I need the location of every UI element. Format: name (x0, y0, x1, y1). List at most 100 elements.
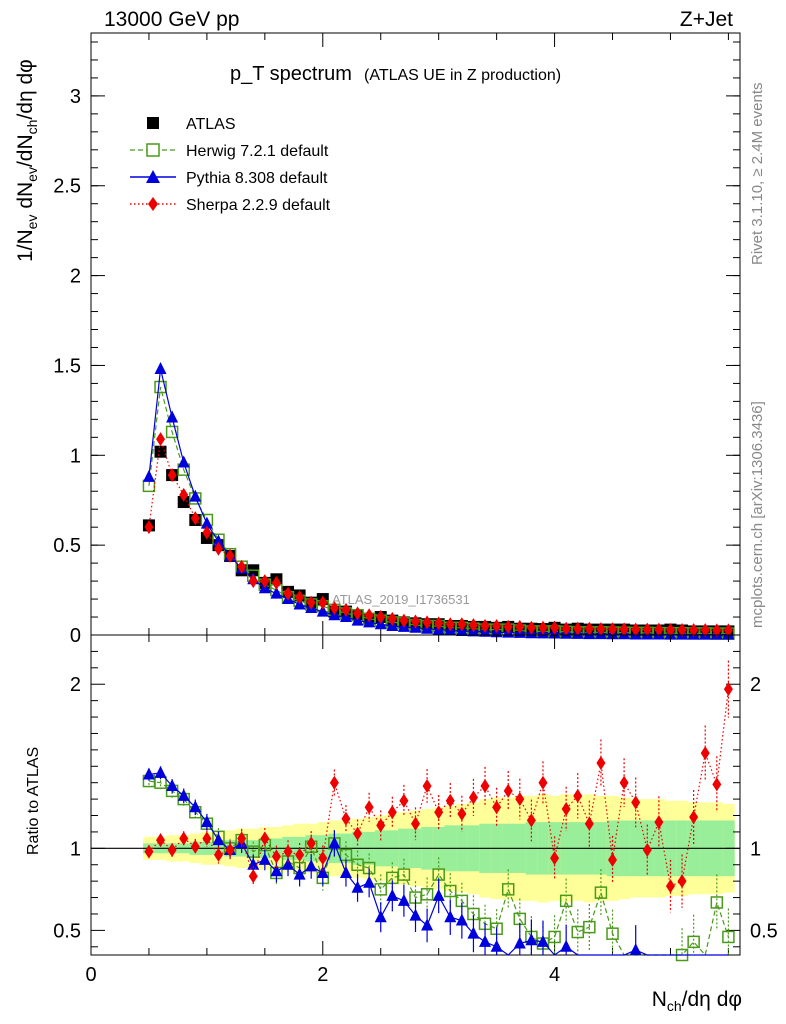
sherpa-point (677, 622, 687, 637)
sherpa-ratio-point (167, 842, 177, 857)
pythia-point (177, 455, 190, 468)
x-tick-label: 2 (317, 964, 328, 986)
sherpa-ratio-point (515, 792, 525, 807)
sherpa-ratio-point (480, 778, 490, 793)
sherpa-point (318, 595, 328, 610)
y-tick-label: 1 (70, 838, 81, 860)
y-tick-label: 2.5 (53, 176, 81, 198)
sherpa-ratio-point (700, 746, 710, 761)
rivet-label: Rivet 3.1.10, ≥ 2.4M events (749, 83, 766, 266)
legend-marker-pythia (146, 170, 160, 183)
pythia-ratio-point (351, 880, 364, 893)
sherpa-point (434, 616, 444, 631)
sherpa-ratio-point (411, 816, 420, 831)
main-y-axis: 0 0.5 1 1.5 2 2.5 3 (53, 41, 740, 647)
sherpa-ratio-point (387, 805, 397, 820)
ratio-plot-frame (90, 634, 741, 956)
sherpa-point (608, 622, 618, 637)
ratio-y-axis: 0.5 0.5 1 1 2 2 (53, 650, 778, 948)
sherpa-ratio-point (144, 844, 154, 859)
x-axis-title: Nch/dη dφ (652, 988, 742, 1014)
sherpa-ratio-point (526, 813, 536, 828)
sherpa-point (642, 622, 652, 637)
pythia-ratio-point (409, 908, 422, 921)
y-tick-label-right: 2 (750, 674, 761, 696)
sherpa-point (376, 610, 386, 625)
pythia-ratio-point (467, 926, 480, 939)
sherpa-ratio-point (283, 844, 293, 859)
ratio-y-axis-title: Ratio to ATLAS (25, 747, 42, 855)
sherpa-ratio-point (689, 810, 699, 825)
herwig-ratio-point (583, 920, 596, 934)
sherpa-point (260, 574, 270, 589)
sherpa-ratio-point (573, 788, 583, 803)
sherpa-point (457, 617, 467, 632)
pythia-ratio-point (386, 888, 399, 901)
herwig-ratio-point (420, 888, 434, 901)
sherpa-ratio-point (434, 805, 444, 820)
y-tick-label-right: 0.5 (750, 920, 778, 942)
sherpa-point (526, 620, 536, 635)
herwig-ratio-point (397, 868, 411, 881)
herwig-ratio-point (571, 925, 584, 939)
sherpa-ratio-point (156, 833, 166, 848)
pythia-point (142, 469, 155, 482)
herwig-ratio-point (444, 884, 457, 898)
sherpa-ratio-point (712, 777, 722, 792)
atlas-point (154, 445, 167, 458)
pythia-ratio-point (432, 888, 445, 901)
sherpa-ratio-point (364, 800, 374, 815)
sherpa-point (515, 619, 525, 634)
header-right: Z+Jet (680, 8, 733, 31)
sherpa-ratio-point (295, 847, 305, 862)
pythia-ratio-point (293, 867, 306, 880)
sherpa-ratio-point (665, 879, 675, 894)
pythia-ratio-point (177, 788, 190, 801)
pythia-ratio-point (363, 875, 376, 888)
sherpa-point (364, 608, 374, 623)
sherpa-ratio-point (237, 831, 247, 846)
sherpa-point (654, 622, 664, 637)
pythia-ratio-point (444, 910, 457, 923)
sherpa-point (306, 595, 316, 610)
herwig-ratio-point (722, 930, 735, 944)
legend: ATLAS Herwig 7.2.1 default Pythia 8.308 … (130, 116, 331, 214)
sherpa-ratio-point (190, 839, 200, 854)
sherpa-point (411, 614, 420, 629)
sherpa-point (480, 619, 490, 634)
sherpa-point (723, 623, 733, 638)
header-left: 13000 GeV pp (104, 8, 239, 31)
sherpa-ratio-point (468, 790, 478, 805)
pythia-ratio-point (166, 778, 179, 791)
main-series-layer (142, 362, 735, 640)
sherpa-point (584, 621, 594, 636)
main-y-axis-title: 1/Nev dNev/dNch/dη dφ (14, 59, 40, 262)
ratio-series-layer (142, 660, 735, 962)
sherpa-point (445, 617, 455, 632)
sherpa-ratio-point (376, 818, 386, 833)
pythia-ratio-point (513, 936, 526, 949)
y-tick-label: 1 (70, 445, 81, 467)
pythia-ratio-point (525, 933, 538, 946)
sherpa-ratio-point (677, 874, 687, 889)
pythia-ratio-point (305, 859, 318, 872)
sherpa-point (712, 623, 722, 638)
herwig-point (154, 380, 167, 394)
pythia-point (189, 489, 202, 502)
sherpa-point (190, 511, 200, 526)
x-tick-label: 0 (85, 964, 96, 986)
sherpa-point (237, 559, 247, 574)
legend-marker-herwig (146, 143, 160, 157)
sherpa-point (399, 613, 409, 628)
herwig-ratio-point (374, 883, 387, 896)
sherpa-point (538, 620, 548, 635)
y-tick-label: 1.5 (53, 355, 81, 377)
legend-marker-sherpa (148, 197, 158, 211)
sherpa-ratio-point (248, 869, 258, 884)
pythia-ratio-point (212, 833, 225, 846)
sherpa-point (341, 602, 351, 617)
sherpa-ratio-point (271, 849, 281, 864)
pythia-ratio-point (247, 857, 260, 870)
pythia-point (316, 604, 329, 617)
sherpa-point (503, 619, 513, 634)
